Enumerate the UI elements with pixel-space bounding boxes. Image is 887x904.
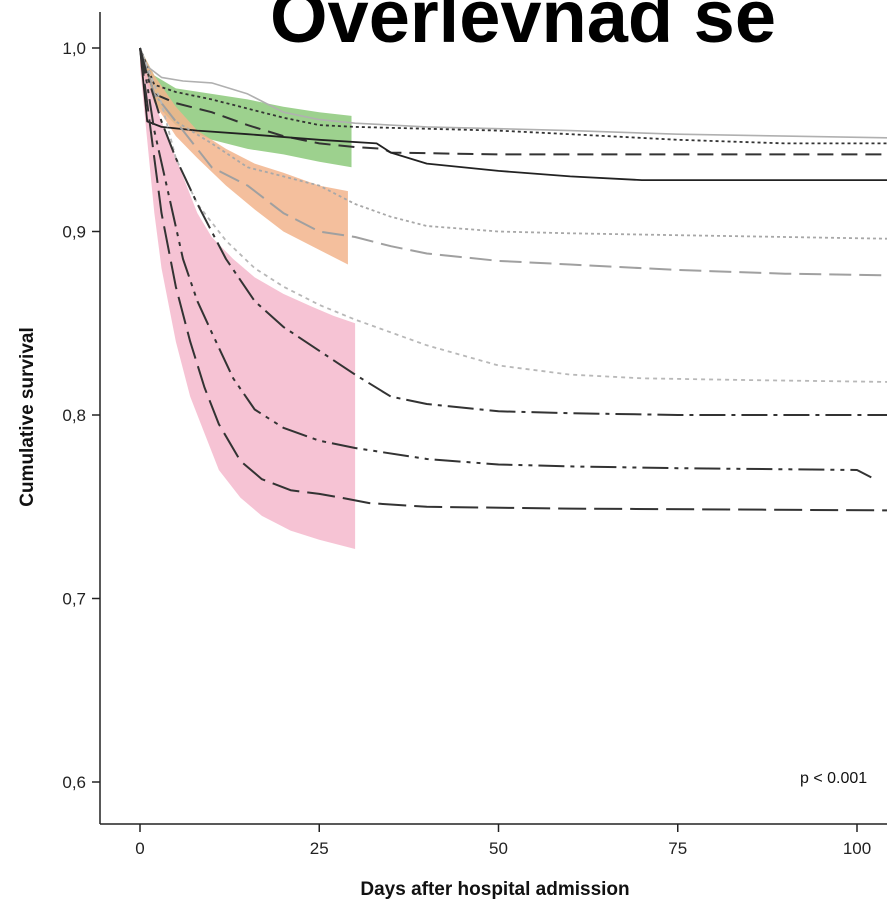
x-tick-label: 0 (135, 839, 144, 858)
x-tick-label: 100 (843, 839, 871, 858)
chart-title: Överlevnad se (270, 0, 776, 58)
axes (99, 12, 887, 825)
y-tick-label: 0,6 (62, 773, 86, 792)
confidence-band-3 (140, 48, 356, 549)
survival-curve-1 (139, 47, 887, 139)
y-tick-label: 0,7 (62, 590, 86, 609)
p-value-annotation: p < 0.001 (800, 770, 867, 787)
survival-curve-10 (139, 47, 887, 512)
survival-curve-5 (139, 47, 887, 240)
x-tick-label: 25 (310, 839, 329, 858)
survival-curve-6 (139, 47, 887, 277)
confidence-bands (140, 48, 356, 549)
y-axis-title: Cumulative survival (17, 327, 38, 507)
survival-curve-4 (139, 47, 887, 181)
survival-curves (139, 47, 887, 512)
survival-curve-3 (139, 47, 887, 156)
x-tick-label: 50 (489, 839, 508, 858)
y-tick-label: 0,9 (62, 223, 86, 242)
survival-curve-8 (139, 47, 887, 416)
y-tick-label: 1,0 (62, 39, 86, 58)
survival-curve-9 (139, 47, 872, 479)
survival-curve-7 (139, 47, 887, 383)
x-axis-title: Days after hospital admission (360, 879, 629, 900)
x-tick-label: 75 (668, 839, 687, 858)
confidence-band-2 (140, 48, 348, 265)
y-tick-label: 0,8 (62, 406, 86, 425)
ticks: 0,6 0,7 0,8 0,9 1,0 0 25 50 75 100 (62, 39, 871, 858)
survival-curve-2 (139, 47, 887, 145)
